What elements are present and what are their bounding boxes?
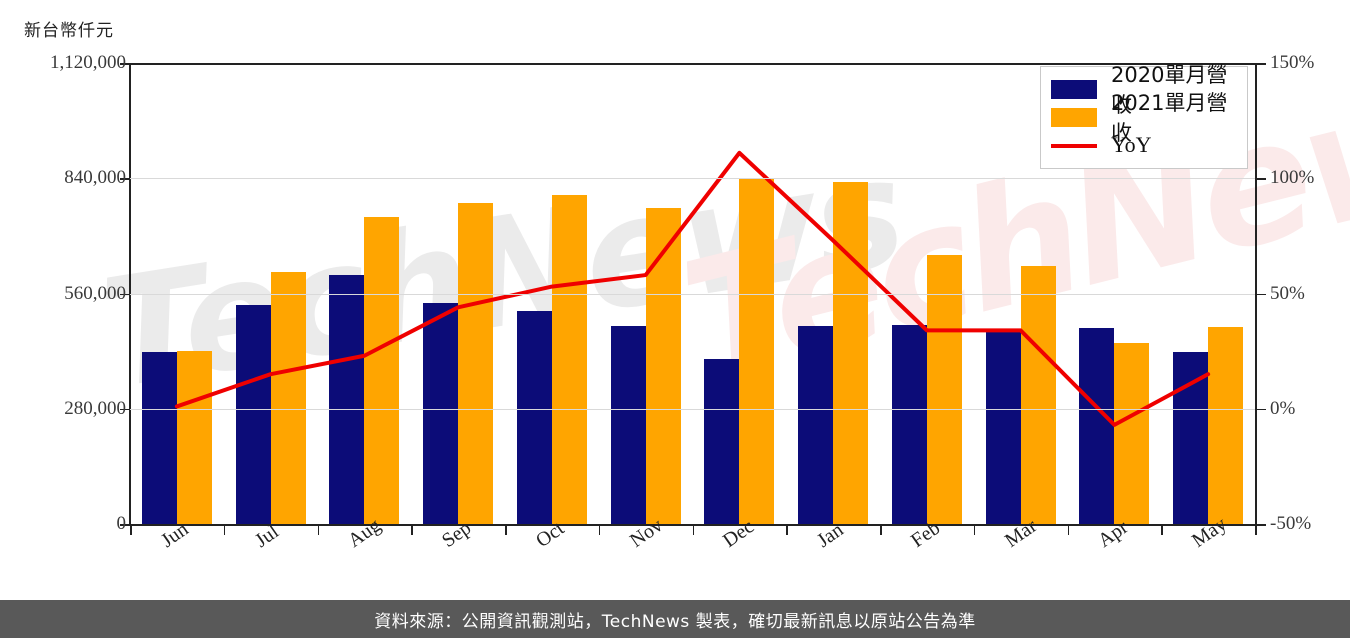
navy-swatch-icon <box>1051 79 1097 99</box>
x-tick <box>411 524 413 535</box>
x-tick <box>692 524 694 535</box>
bar-2020[interactable] <box>985 330 1021 524</box>
bar-2021[interactable] <box>551 195 587 524</box>
gridline <box>130 178 1255 180</box>
x-tick <box>1255 524 1257 535</box>
bar-2020[interactable] <box>235 304 271 524</box>
legend-label-2021: 2021單月營收 <box>1111 91 1228 145</box>
red-line-icon <box>1051 143 1097 148</box>
bars-container <box>130 63 1255 524</box>
bar-2020[interactable] <box>423 302 459 524</box>
y-tick-right <box>1257 408 1266 411</box>
x-tick <box>1161 524 1163 535</box>
bar-2021[interactable] <box>176 351 212 524</box>
bar-2021[interactable] <box>926 255 962 524</box>
legend-label-2020: 2020單月營收 <box>1111 63 1228 117</box>
bar-group <box>224 63 318 524</box>
x-tick <box>786 524 788 535</box>
bar-2021[interactable] <box>364 217 400 524</box>
y-tick-left <box>120 408 129 411</box>
x-tick <box>317 524 319 535</box>
legend-label-yoy: YoY <box>1111 132 1152 157</box>
source-footer-text: 資料來源：公開資訊觀測站，TechNews 製表，確切最新訊息以原站公告為準 <box>374 611 976 632</box>
bar-group <box>880 63 974 524</box>
y-axis-right-tick-label: 50% <box>1270 282 1305 304</box>
y-axis-left-tick-label: 0 <box>116 513 127 534</box>
bar-2021[interactable] <box>1208 326 1244 524</box>
source-footer: 資料來源：公開資訊觀測站，TechNews 製表，確切最新訊息以原站公告為準 <box>0 600 1350 638</box>
bar-2020[interactable] <box>610 326 646 524</box>
bar-2020[interactable] <box>1079 328 1115 524</box>
chart-legend: 2020單月營收 2021單月營收 YoY <box>1040 63 1248 169</box>
bar-2020[interactable] <box>798 326 834 524</box>
y-axis-right-tick-label: 150% <box>1270 52 1315 73</box>
bar-2020[interactable] <box>329 274 365 524</box>
y-tick-right <box>1257 63 1266 65</box>
y-tick-right <box>1257 524 1266 526</box>
y-tick-right <box>1257 293 1266 295</box>
bar-2020[interactable] <box>704 358 740 524</box>
legend-item-2020[interactable]: 2020單月營收 <box>1051 63 1237 117</box>
bar-2021[interactable] <box>1020 265 1056 524</box>
bar-2021[interactable] <box>739 179 775 524</box>
bar-group <box>599 63 693 524</box>
x-tick <box>598 524 601 535</box>
y-axis-left-tick-label: 1,120,000 <box>50 52 126 73</box>
y-tick-right <box>1257 178 1266 180</box>
y-tick-left <box>120 63 129 65</box>
legend-item-yoy[interactable]: YoY <box>1051 131 1237 159</box>
orange-swatch-icon <box>1051 107 1097 127</box>
gridline <box>130 63 1255 65</box>
y-axis-right-tick-label: 0% <box>1270 397 1296 419</box>
bar-2021[interactable] <box>270 272 306 524</box>
y-tick-left <box>120 524 129 526</box>
bar-2020[interactable] <box>891 325 927 524</box>
y-axis-right-tick-label: 100% <box>1270 167 1315 189</box>
bar-group <box>786 63 880 524</box>
gridline <box>130 293 1255 295</box>
x-tick <box>130 524 132 535</box>
bar-2020[interactable] <box>141 352 177 524</box>
bar-group <box>974 63 1068 524</box>
x-tick <box>505 524 507 535</box>
y-axis-right-line <box>1255 63 1257 526</box>
y-axis-left-tick-label: 560,000 <box>64 282 126 304</box>
y-axis-left-tick-label: 280,000 <box>64 397 126 419</box>
bar-2020[interactable] <box>516 311 552 524</box>
bar-2021[interactable] <box>645 207 681 524</box>
y-axis-left-line <box>129 63 131 526</box>
bar-group <box>318 63 412 524</box>
gridline <box>130 408 1255 410</box>
legend-item-2021[interactable]: 2021單月營收 <box>1051 91 1237 145</box>
bar-2021[interactable] <box>833 181 869 524</box>
bar-2021[interactable] <box>1114 342 1150 524</box>
bar-group <box>130 63 224 524</box>
bar-group <box>505 63 599 524</box>
bar-group <box>411 63 505 524</box>
y-axis-right-tick-label: -50% <box>1270 513 1312 534</box>
y-tick-left <box>120 293 129 295</box>
yoy-line-series <box>174 150 1211 427</box>
bar-group <box>1068 63 1162 524</box>
x-tick <box>880 524 882 535</box>
y-axis-unit-label: 新台幣仟元 <box>24 21 114 41</box>
x-tick <box>223 524 226 535</box>
bar-group <box>693 63 787 524</box>
bar-2021[interactable] <box>458 202 494 524</box>
bar-group <box>1161 63 1255 524</box>
x-tick <box>1067 524 1069 535</box>
plot-area <box>130 63 1255 524</box>
x-tick <box>973 524 976 535</box>
y-tick-left <box>120 178 129 180</box>
bar-2020[interactable] <box>1173 351 1209 524</box>
y-axis-left-tick-label: 840,000 <box>64 167 126 189</box>
yoy-polyline <box>174 150 1211 427</box>
